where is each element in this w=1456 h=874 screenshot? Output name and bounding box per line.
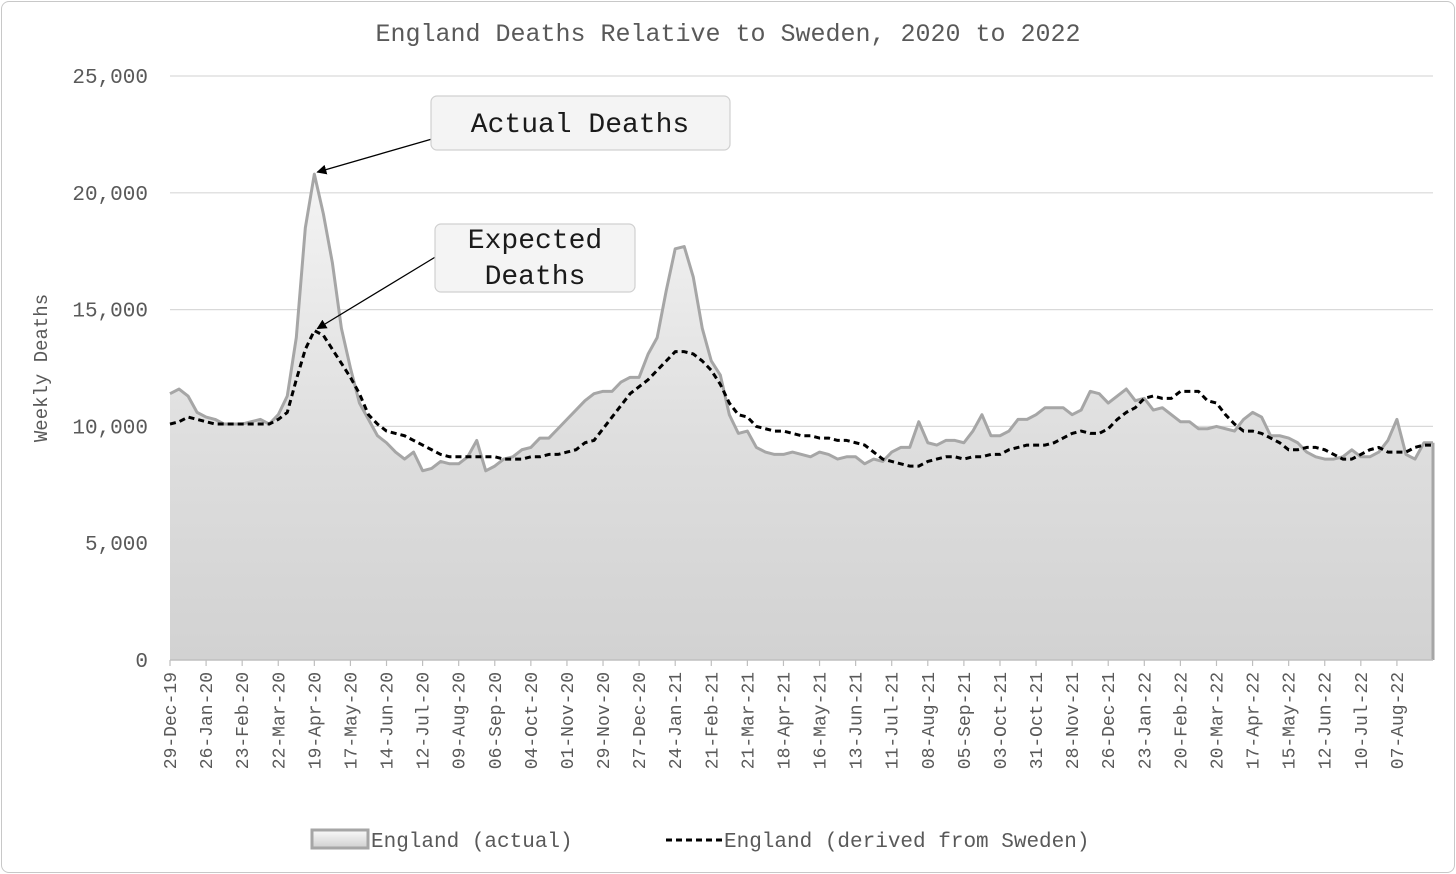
y-tick-label: 0 xyxy=(135,651,148,674)
x-tick-label: 20-Feb-22 xyxy=(1172,672,1192,769)
x-tick-label: 28-Nov-21 xyxy=(1064,672,1084,769)
y-tick-label: 15,000 xyxy=(72,301,148,324)
annotation-arrow xyxy=(316,138,433,175)
y-tick-label: 25,000 xyxy=(72,67,148,90)
series-line-actual xyxy=(169,172,1433,473)
x-tick-label: 01-Nov-20 xyxy=(559,672,579,769)
annotation-arrow xyxy=(316,255,438,330)
annotation-box xyxy=(434,223,636,293)
legend: England (actual) England (derived from S… xyxy=(310,828,1089,854)
legend-label-actual: England (actual) xyxy=(371,831,573,854)
x-tick-label: 23-Jan-22 xyxy=(1136,672,1156,769)
x-tick-label: 31-Oct-21 xyxy=(1028,672,1048,769)
x-tick-label: 04-Oct-20 xyxy=(523,672,543,769)
x-tick-label: 20-Mar-22 xyxy=(1209,672,1229,769)
x-axis-ticks: 29-Dec-19 26-Jan-20 23-Feb-20 22-Mar-20 19-A… xyxy=(162,660,1409,769)
y-tick-label: 5,000 xyxy=(85,534,148,557)
x-tick-label: 18-Apr-21 xyxy=(776,672,796,769)
legend-label-expected: England (derived from Sweden) xyxy=(724,831,1089,854)
x-tick-label: 10-Jul-22 xyxy=(1353,672,1373,769)
y-axis-label: Weekly Deaths xyxy=(31,294,53,442)
x-tick-label: 05-Sep-21 xyxy=(956,672,976,769)
y-axis-ticks: 0 5,000 10,000 15,000 20,000 25,000 xyxy=(72,67,148,674)
annotation-text: Deaths xyxy=(485,262,586,293)
annotation-actual-deaths: Actual Deaths xyxy=(316,95,731,175)
x-tick-label: 27-Dec-20 xyxy=(631,672,651,769)
x-tick-label: 03-Oct-21 xyxy=(992,672,1012,769)
x-tick-label: 14-Jun-20 xyxy=(379,672,399,769)
y-tick-label: 10,000 xyxy=(72,417,148,440)
x-tick-label: 06-Sep-20 xyxy=(487,672,507,769)
annotation-expected-deaths: Expected Deaths xyxy=(316,223,636,330)
x-tick-label: 17-May-20 xyxy=(342,672,362,769)
x-tick-label: 21-Feb-21 xyxy=(703,672,723,769)
x-tick-label: 12-Jun-22 xyxy=(1317,672,1337,769)
y-tick-label: 20,000 xyxy=(72,184,148,207)
x-tick-label: 12-Jul-20 xyxy=(415,672,435,769)
x-tick-label: 29-Dec-19 xyxy=(162,672,182,769)
series-layer xyxy=(169,172,1435,661)
annotation-text: Actual Deaths xyxy=(471,110,689,141)
x-tick-label: 29-Nov-20 xyxy=(595,672,615,769)
x-tick-label: 13-Jun-21 xyxy=(848,672,868,769)
x-tick-label: 26-Dec-21 xyxy=(1100,672,1120,769)
x-tick-label: 08-Aug-21 xyxy=(920,672,940,769)
x-tick-label: 24-Jan-21 xyxy=(667,672,687,769)
chart-title: England Deaths Relative to Sweden, 2020 … xyxy=(375,20,1080,49)
annotation-text: Expected xyxy=(468,226,602,257)
x-tick-label: 07-Aug-22 xyxy=(1389,672,1409,769)
annotation-box xyxy=(430,95,731,151)
x-tick-label: 09-Aug-20 xyxy=(451,672,471,769)
x-tick-label: 23-Feb-20 xyxy=(234,672,254,769)
x-tick-label: 11-Jul-21 xyxy=(884,672,904,769)
x-tick-label: 21-Mar-21 xyxy=(739,672,759,769)
x-tick-label: 26-Jan-20 xyxy=(198,672,218,769)
x-tick-label: 15-May-22 xyxy=(1281,672,1301,769)
legend-swatch-actual xyxy=(310,828,370,850)
x-tick-label: 17-Apr-22 xyxy=(1245,672,1265,769)
x-tick-label: 19-Apr-20 xyxy=(306,672,326,769)
annotations: Actual Deaths Expected Deaths xyxy=(316,95,731,330)
series-area-actual xyxy=(170,174,1433,661)
x-tick-label: 22-Mar-20 xyxy=(270,672,290,769)
x-tick-label: 16-May-21 xyxy=(812,672,832,769)
